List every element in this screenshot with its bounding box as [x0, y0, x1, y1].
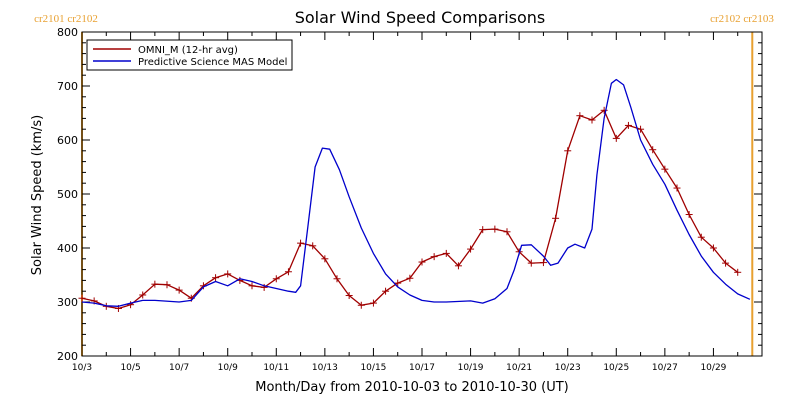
y-tick-label: 700 [57, 80, 78, 93]
data-point [442, 249, 450, 257]
data-point [722, 259, 730, 267]
y-tick-label: 500 [57, 188, 78, 201]
series-layer [78, 78, 751, 312]
data-point [637, 125, 645, 133]
data-point [248, 282, 256, 290]
x-tick-label: 10/29 [700, 363, 726, 373]
x-tick-label: 10/9 [218, 363, 238, 373]
legend-box [86, 39, 293, 71]
data-point [576, 112, 584, 120]
data-point [382, 287, 390, 295]
data-point [175, 286, 183, 294]
data-point [479, 226, 487, 234]
data-point [709, 244, 717, 252]
data-point [309, 242, 317, 250]
x-tick-label: 10/27 [652, 363, 678, 373]
data-point [151, 280, 159, 288]
data-point [139, 291, 147, 299]
x-tick-label: 10/21 [506, 363, 532, 373]
data-point [430, 253, 438, 261]
data-point [454, 262, 462, 270]
axes: 200 300 400 500 600 700 800 10/3 10/5 10/7 10/9 10/… [57, 26, 763, 373]
x-axis-title: Month/Day from 2010-10-03 to 2010-10-30 … [255, 380, 568, 395]
data-point [467, 245, 475, 253]
data-point [661, 165, 669, 173]
data-point [345, 292, 353, 300]
data-point [369, 299, 377, 307]
x-tick-label: 10/11 [263, 363, 289, 373]
data-point [685, 211, 693, 219]
legend: OMNI_M (12-hr avg) Predictive Science MA… [86, 39, 293, 71]
x-tick-label: 10/17 [409, 363, 435, 373]
data-point [163, 281, 171, 289]
x-tick-label: 10/15 [360, 363, 386, 373]
data-point [333, 275, 341, 283]
data-point [127, 301, 135, 309]
data-point [612, 134, 620, 142]
legend-label-model: Predictive Science MAS Model [138, 57, 287, 68]
x-tick-label: 10/25 [603, 363, 629, 373]
x-tick-label: 10/5 [120, 363, 140, 373]
series-line-1 [81, 78, 751, 307]
data-point [552, 214, 560, 222]
data-point [321, 255, 329, 263]
x-tick-label: 10/3 [72, 363, 92, 373]
chart-title: Solar Wind Speed Comparisons [295, 8, 546, 27]
x-tick-label: 10/13 [312, 363, 338, 373]
data-point [624, 121, 632, 129]
data-point [284, 268, 292, 276]
data-point [673, 184, 681, 192]
data-point [600, 106, 608, 114]
data-point [260, 283, 268, 291]
x-tick-label: 10/19 [458, 363, 484, 373]
data-point [564, 147, 572, 155]
y-tick-label: 200 [57, 350, 78, 363]
data-point [527, 259, 535, 267]
data-point [78, 294, 86, 302]
data-point [734, 268, 742, 276]
x-tick-label: 10/23 [555, 363, 581, 373]
rotation-label: cr2102 cr2103 [710, 13, 774, 25]
y-axis-title: Solar Wind Speed (km/s) [30, 115, 45, 275]
data-point [406, 274, 414, 282]
x-tick-label: 10/7 [169, 363, 189, 373]
data-point [212, 274, 220, 282]
data-point [588, 116, 596, 124]
y-tick-label: 300 [57, 296, 78, 309]
data-point [224, 270, 232, 278]
data-point [357, 301, 365, 309]
data-point [491, 225, 499, 233]
data-point [649, 146, 657, 154]
data-point [503, 228, 511, 236]
data-point [297, 239, 305, 247]
rotation-label: cr2101 cr2102 [34, 13, 98, 25]
y-tick-label: 800 [57, 26, 78, 39]
data-point [394, 279, 402, 287]
data-point [539, 259, 547, 267]
y-tick-label: 600 [57, 134, 78, 147]
data-point [272, 275, 280, 283]
plot-frame [81, 31, 763, 357]
data-point [418, 258, 426, 266]
data-point [697, 233, 705, 241]
legend-label-omni: OMNI_M (12-hr avg) [138, 45, 238, 56]
y-tick-label: 400 [57, 242, 78, 255]
